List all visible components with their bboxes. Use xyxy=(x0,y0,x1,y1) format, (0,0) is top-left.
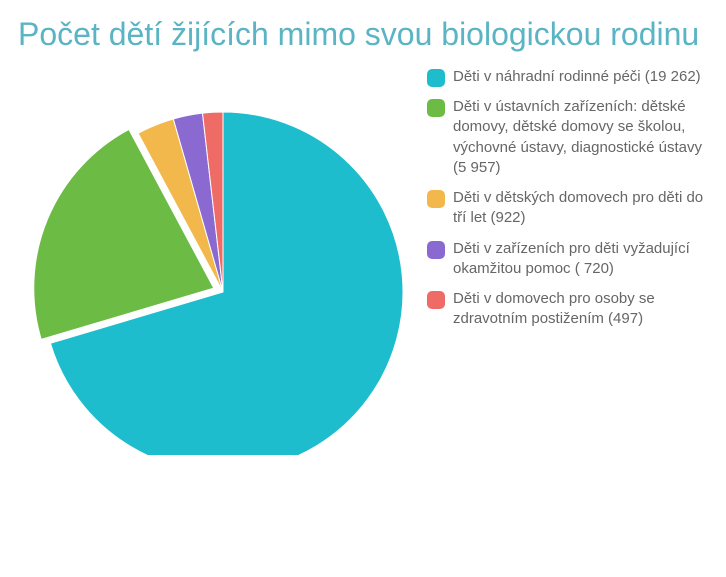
legend-item[interactable]: Děti v dětských domovech pro děti do tří… xyxy=(427,188,708,229)
legend-item[interactable]: Děti v ústavních zařízeních: dětské domo… xyxy=(427,97,708,178)
legend: Děti v náhradní rodinné péči (19 262) Dět… xyxy=(427,67,708,340)
legend-item[interactable]: Děti v domovech pro osoby se zdravotním … xyxy=(427,289,708,330)
legend-swatch xyxy=(427,99,445,117)
legend-swatch xyxy=(427,291,445,309)
legend-item[interactable]: Děti v náhradní rodinné péči (19 262) xyxy=(427,67,708,87)
pie-chart-svg xyxy=(18,67,417,455)
legend-label: Děti v dětských domovech pro děti do tří… xyxy=(453,188,708,229)
legend-label: Děti v zařízeních pro děti vyžadující ok… xyxy=(453,239,708,280)
chart-title: Počet dětí žijících mimo svou biologicko… xyxy=(18,12,708,53)
chart-container: Počet dětí žijících mimo svou biologicko… xyxy=(0,0,726,577)
legend-label: Děti v domovech pro osoby se zdravotním … xyxy=(453,289,708,330)
legend-label: Děti v ústavních zařízeních: dětské domo… xyxy=(453,97,708,178)
legend-swatch xyxy=(427,241,445,259)
legend-label: Děti v náhradní rodinné péči (19 262) xyxy=(453,67,708,87)
pie-chart xyxy=(18,67,417,460)
legend-swatch xyxy=(427,69,445,87)
legend-swatch xyxy=(427,190,445,208)
legend-item[interactable]: Děti v zařízeních pro děti vyžadující ok… xyxy=(427,239,708,280)
chart-row: Děti v náhradní rodinné péči (19 262) Dět… xyxy=(18,67,708,460)
